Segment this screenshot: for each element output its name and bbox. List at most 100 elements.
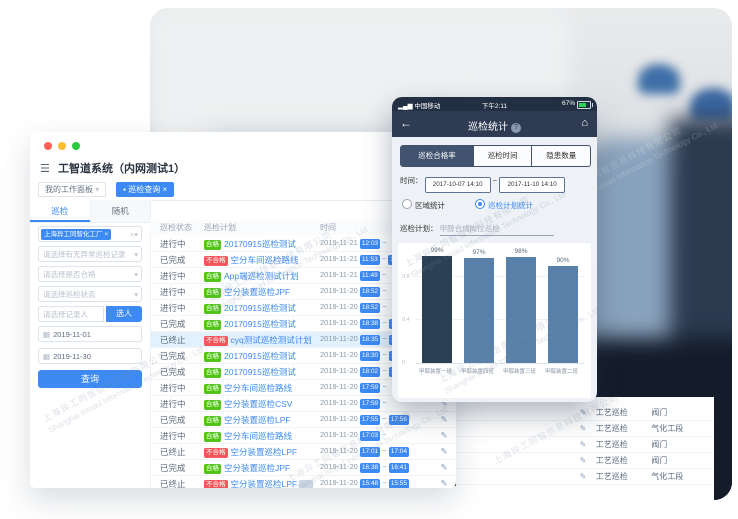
clear-icon[interactable]: ×: [129, 230, 135, 239]
table-row[interactable]: ✎工艺巡检阀门: [456, 437, 714, 453]
status-cell: 进行中: [160, 270, 186, 281]
segment-inspection-time[interactable]: 巡检时间: [474, 146, 533, 166]
start-time-badge: 18:02: [359, 367, 381, 377]
pencil-icon[interactable]: ✎: [579, 408, 587, 417]
time-to-field[interactable]: 2017-11-10 14:10: [499, 177, 566, 193]
plan-link[interactable]: 空分装置巡检CSV: [224, 398, 293, 409]
pencil-icon[interactable]: ✎: [579, 472, 587, 481]
pencil-icon[interactable]: ✎: [579, 440, 587, 449]
help-icon[interactable]: ?: [511, 123, 521, 133]
panel-tab-random[interactable]: 随机: [89, 200, 150, 222]
back-icon[interactable]: ←: [400, 116, 412, 130]
tab-workspace[interactable]: 我的工作面板 ▾: [38, 182, 107, 197]
select-abnormal-record[interactable]: 请选择有无异常巡检记录 ▾: [38, 246, 142, 262]
plan-link[interactable]: 20170915巡检测试: [224, 238, 296, 249]
plan-link[interactable]: 20170915巡检测试: [224, 302, 296, 313]
maximize-window-icon[interactable]: [72, 142, 80, 150]
tilde: ~: [382, 414, 387, 423]
table-row[interactable]: 已终止 不合格 空分装置巡检LPF 2019-11-20 15:48 ~ 15:55…: [150, 476, 456, 488]
pencil-icon[interactable]: ✎: [579, 456, 587, 465]
time-cell: 2019-11-20 15:48 ~ 15:55: [320, 478, 410, 488]
end-date-field[interactable]: ▦ 2019-11-30: [38, 348, 142, 364]
inspection-object-cell: 阀门: [651, 408, 668, 417]
phone-page-title: 巡检统计?: [392, 118, 597, 133]
home-icon[interactable]: ⌂: [581, 117, 588, 129]
pencil-icon[interactable]: ✎: [440, 478, 448, 488]
query-button[interactable]: 查询: [38, 370, 142, 388]
pick-person-button[interactable]: 选人: [106, 306, 142, 322]
pass-badge: 合格: [204, 351, 221, 362]
fail-badge: 不合格: [204, 255, 228, 266]
plan-link[interactable]: 空分装置巡检JPF: [224, 462, 291, 473]
pencil-icon[interactable]: ✎: [440, 430, 448, 440]
plan-link[interactable]: App端巡检测试计划: [224, 270, 299, 281]
time-from-field[interactable]: 2017-10-07 14:10: [424, 177, 491, 193]
remove-tag-icon[interactable]: ×: [104, 231, 109, 238]
table-row[interactable]: 已完成 合格 空分装置巡检LPF 2019-11-20 17:55 ~ 17:56 ✎: [150, 412, 456, 428]
pass-badge: 合格: [204, 319, 221, 330]
plan-link[interactable]: cyq测试巡检测试计划: [230, 334, 312, 345]
tab-inspection-query[interactable]: ● 巡检查询 ×: [116, 182, 175, 197]
time-cell: 2019-11-20 17:55 ~ 17:56: [320, 414, 410, 425]
plan-link[interactable]: 空分装置巡检LPF: [230, 478, 298, 489]
inspection-object-cell: 阀门: [651, 487, 714, 488]
table-row[interactable]: ✎ 工艺巡检 气化工段: [456, 469, 714, 485]
chevron-down-icon: ▾: [134, 230, 138, 239]
person-input[interactable]: 请选择记录人: [38, 306, 104, 322]
inspection-type-cell: 工艺巡检: [595, 472, 628, 481]
pencil-icon[interactable]: ✎: [440, 414, 448, 424]
table-row[interactable]: ✎ 工艺巡检 气化工段: [456, 421, 714, 437]
start-time-badge: 12:03: [359, 239, 381, 249]
plan-link[interactable]: 20170915巡检测试: [224, 350, 296, 361]
plan-link[interactable]: 空分装置巡检LPF: [230, 446, 298, 457]
factory-select[interactable]: 上海异工同智化工厂 × ×▾: [38, 226, 142, 242]
table-row[interactable]: 已完成 合格 空分装置巡检JPF 2019-11-20 16:38 ~ 16:41 ✎: [150, 460, 456, 476]
radio-area-stat[interactable]: 区域统计: [402, 199, 445, 211]
plan-value-field[interactable]: 甲醇合成岗位巡检: [439, 223, 554, 236]
tilde: ~: [382, 334, 387, 343]
select-qualified[interactable]: 请选择是否合格 ▾: [38, 266, 142, 282]
plan-link[interactable]: 空分装置巡检LPF: [224, 414, 291, 425]
table-row[interactable]: 进行中 合格 空分车间巡检路线 2019-11-20 17:03 ~ ✎: [150, 428, 456, 444]
table-row[interactable]: 已终止 不合格 空分装置巡检LPF 2019-11-20 17:01 ~ 17:04 ✎: [150, 444, 456, 460]
photo-hardhat-2: [690, 88, 732, 122]
start-date-field[interactable]: ▦ 2019-11-01: [38, 326, 142, 342]
hamburger-icon[interactable]: ☰: [40, 163, 50, 175]
time-cell: 2019-11-20 17:59 ~: [320, 398, 387, 409]
start-time-badge: 18:52: [359, 303, 381, 313]
plan-link[interactable]: 空分车间巡检路线: [224, 382, 293, 393]
minimize-window-icon[interactable]: [58, 142, 66, 150]
y-tick-label: 0.8: [402, 273, 410, 280]
close-tab-icon[interactable]: ×: [162, 185, 168, 194]
plan-link[interactable]: 空分装置巡检JPF: [224, 286, 291, 297]
fail-badge: 不合格: [204, 335, 228, 346]
pencil-icon[interactable]: ✎: [440, 398, 448, 408]
table-row[interactable]: 进行中 合格 空分装置巡检CSV 2019-11-20 17:59 ~ ✎: [150, 396, 456, 412]
x-axis-label: 甲醇装置一班: [418, 369, 452, 375]
segment-hazard-count[interactable]: 隐患数量: [546, 151, 577, 160]
pencil-icon[interactable]: ✎: [579, 424, 587, 433]
plan-link[interactable]: 20170915巡检测试: [224, 318, 296, 329]
close-window-icon[interactable]: [44, 142, 52, 150]
start-time-badge: 17:03: [359, 431, 381, 441]
pencil-icon[interactable]: ✎: [440, 446, 448, 456]
window-controls[interactable]: [44, 142, 80, 150]
segment-pass-rate[interactable]: 巡检合格率: [401, 146, 474, 166]
start-time-badge: 16:38: [359, 463, 381, 473]
panel-tab-inspection[interactable]: 巡检: [30, 200, 90, 222]
status-cell: 已完成: [160, 350, 186, 361]
plan-link[interactable]: 20170915巡检测试: [224, 366, 296, 377]
desktop-window: ☰ 工智道系统（内网测试1） 我的工作面板 ▾ ● 巡检查询 × 巡检 随机 上…: [30, 132, 456, 488]
table-row[interactable]: ✎工艺巡检阀门: [456, 453, 714, 469]
select-status[interactable]: 请选择巡检状态 ▾: [38, 286, 142, 302]
pencil-icon[interactable]: ✎: [440, 462, 448, 472]
plan-link[interactable]: 空分车间巡检路线: [224, 430, 293, 441]
start-time-badge: 11:53: [359, 255, 380, 265]
plan-link[interactable]: 空分车间巡检路线: [230, 254, 299, 265]
table-row[interactable]: ✎工艺巡检阀门: [456, 405, 714, 421]
radio-plan-stat[interactable]: 巡检计划统计: [475, 199, 533, 211]
